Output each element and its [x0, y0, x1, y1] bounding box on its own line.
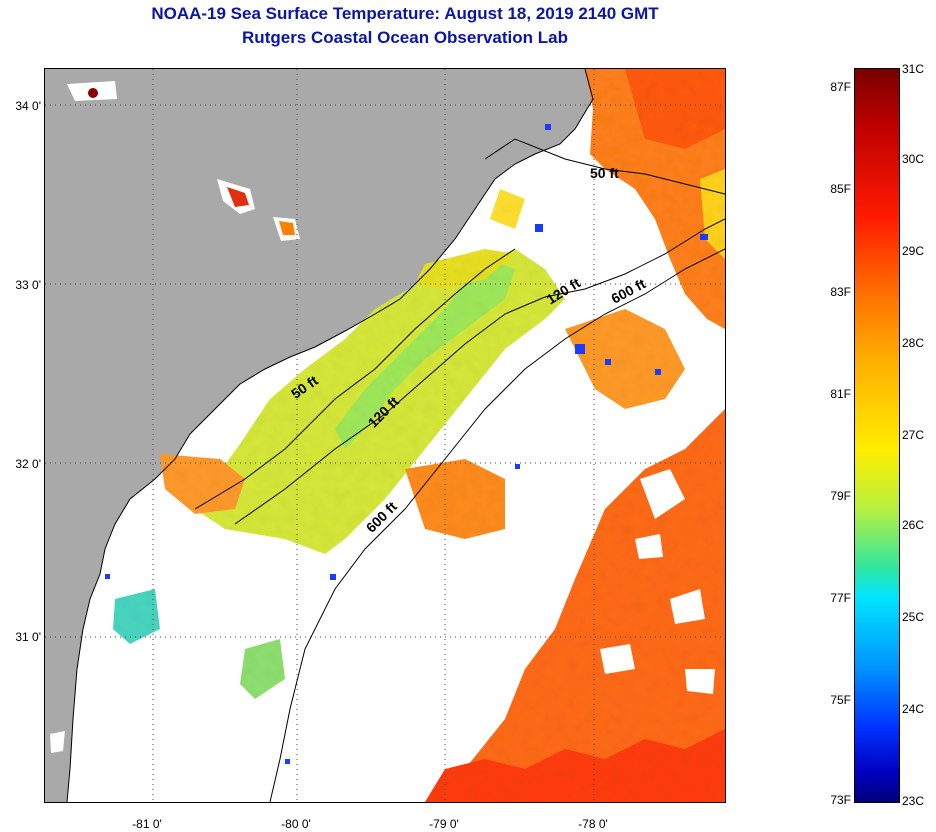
- sst-gulfstream: [425, 409, 725, 802]
- colorbar-f-75: 75F: [830, 693, 851, 707]
- sst-gulfstream-hot: [425, 729, 725, 802]
- sst-orange-sw: [160, 454, 245, 514]
- colorbar-c-27: 27C: [902, 428, 925, 442]
- colorbar-c-28: 28C: [902, 336, 925, 350]
- sst-orange-mid: [405, 459, 505, 539]
- inland-lake-hot: [279, 221, 295, 235]
- inland-lake: [50, 731, 65, 753]
- lat-label-33: 33 0': [15, 278, 41, 292]
- lat-label-34: 34 0': [15, 99, 41, 113]
- sst-map[interactable]: 50 ft 50 ft 120 ft 120 ft 600 ft 600 ft: [44, 68, 726, 803]
- colorbar-c-31: 31C: [902, 62, 925, 76]
- lat-label-32: 32 0': [15, 457, 41, 471]
- sst-map-canvas: [45, 69, 725, 802]
- colorbar-c-26: 26C: [902, 518, 925, 532]
- sst-yellow-north: [415, 249, 515, 289]
- inland-lake-hot: [227, 187, 249, 207]
- sst-green-sw: [240, 639, 285, 699]
- sst-green-patch: [335, 259, 515, 449]
- contour-600ft: [269, 248, 725, 802]
- colorbar-f-79: 79F: [830, 489, 851, 503]
- cold-speckles: [105, 124, 708, 764]
- cloud-gaps: [455, 469, 715, 694]
- lon-label-81: -81 0': [132, 817, 162, 831]
- lon-label-78: -78 0': [578, 817, 608, 831]
- colorbar-f-81: 81F: [830, 387, 851, 401]
- land: [45, 69, 593, 802]
- sst-yellow-patch: [490, 189, 525, 229]
- contour-50ft: [194, 138, 725, 510]
- lon-label-79: -79 0': [429, 817, 459, 831]
- contour-120ft: [234, 218, 725, 525]
- colorbar-c-30: 30C: [902, 152, 925, 166]
- colorbar-c-25: 25C: [902, 610, 925, 624]
- sst-orange-shelf: [565, 309, 685, 409]
- sst-warm-ne2: [625, 69, 725, 149]
- colorbar-f-85: 85F: [830, 182, 851, 196]
- colorbar-c-23: 23C: [902, 794, 925, 808]
- colorbar-f-77: 77F: [830, 591, 851, 605]
- colorbar-f-83: 83F: [830, 285, 851, 299]
- coastline: [66, 69, 594, 802]
- map-subtitle: Rutgers Coastal Ocean Observation Lab: [242, 28, 568, 47]
- map-title: NOAA-19 Sea Surface Temperature: August …: [151, 4, 659, 23]
- temperature-colorbar: [854, 68, 900, 803]
- colorbar-c-29: 29C: [902, 244, 925, 258]
- lat-label-31: 31 0': [15, 630, 41, 644]
- colorbar-f-73: 73F: [830, 793, 851, 807]
- inland-lake: [88, 88, 98, 98]
- sst-cyan-sw: [113, 589, 160, 644]
- contour-label-50ft-north: 50 ft: [590, 165, 619, 181]
- lon-label-80: -80 0': [281, 817, 311, 831]
- colorbar-f-87: 87F: [830, 80, 851, 94]
- colorbar-c-24: 24C: [902, 702, 925, 716]
